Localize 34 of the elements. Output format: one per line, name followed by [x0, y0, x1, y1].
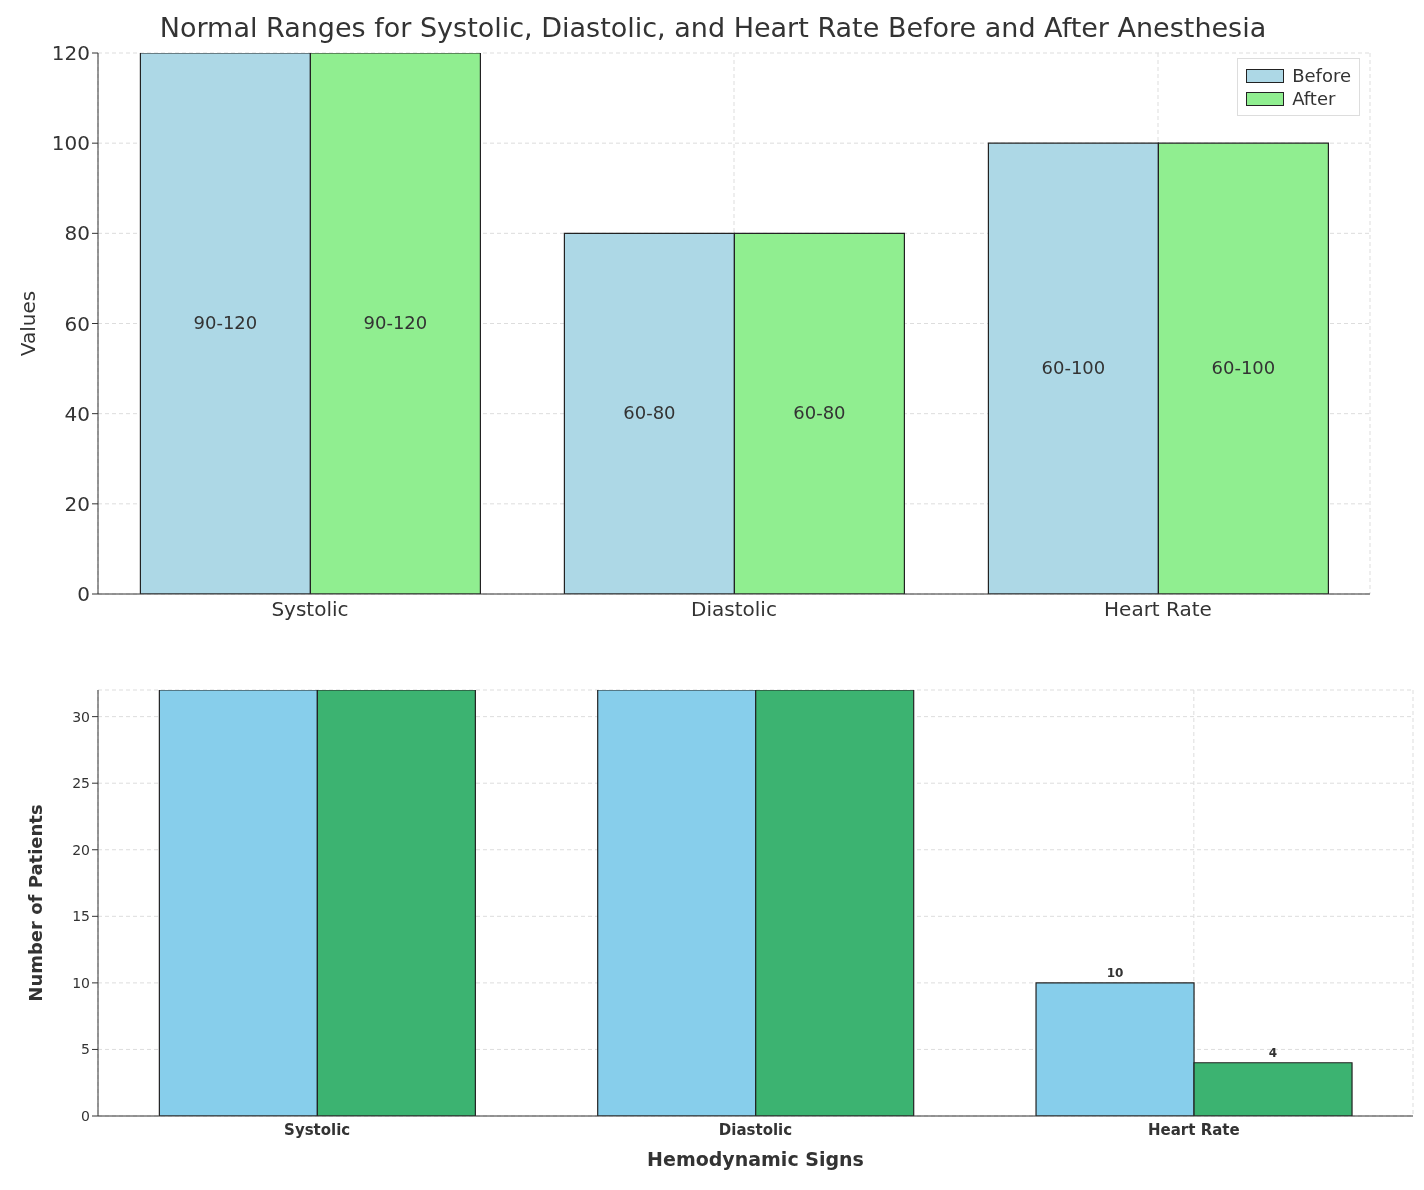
x-tick-label: Diastolic — [718, 1120, 793, 1139]
y-tick-label: 15 — [72, 908, 90, 925]
data-label: 60-100 — [1211, 356, 1276, 378]
y-tick-label: 30 — [72, 708, 90, 725]
y-tick-label: 0 — [77, 582, 90, 607]
data-label: 4 — [1268, 1045, 1278, 1060]
y-tick-label: 0 — [81, 1107, 90, 1124]
legend-label: Before — [1292, 65, 1351, 86]
data-label: 90-120 — [363, 311, 428, 333]
y-tick-label: 25 — [72, 775, 90, 792]
y-tick-label: 20 — [72, 841, 90, 858]
y-tick-label: 10 — [72, 974, 90, 991]
data-label: 60-80 — [623, 401, 676, 423]
legend-label: After — [1292, 88, 1336, 109]
x-tick-label: Systolic — [271, 597, 349, 622]
y-tick-label: 80 — [64, 221, 90, 246]
data-label: 60-80 — [793, 401, 846, 423]
y-tick-label: 5 — [81, 1041, 90, 1058]
x-tick-label: Heart Rate — [1148, 1120, 1240, 1139]
x-tick-label: Diastolic — [691, 597, 777, 622]
data-label: 90-120 — [193, 311, 258, 333]
y-tick-label: 60 — [64, 311, 90, 336]
y-tick-label: 100 — [51, 131, 90, 156]
x-tick-label: Systolic — [284, 1120, 351, 1139]
x-tick-label: Heart Rate — [1104, 597, 1212, 622]
y-tick-label: 20 — [64, 491, 90, 516]
y-axis-title: Number of Patients — [25, 804, 47, 1002]
y-axis-title: Values — [16, 290, 41, 357]
x-axis-title: Hemodynamic Signs — [647, 1148, 864, 1170]
data-label: 10 — [1106, 965, 1124, 980]
y-tick-label: 40 — [64, 401, 90, 426]
data-label: 60-100 — [1041, 356, 1106, 378]
chart-title: Normal Ranges for Systolic, Diastolic, and Heart Rate Before and After Anesthesia — [158, 12, 1268, 43]
y-tick-label: 120 — [51, 41, 90, 66]
